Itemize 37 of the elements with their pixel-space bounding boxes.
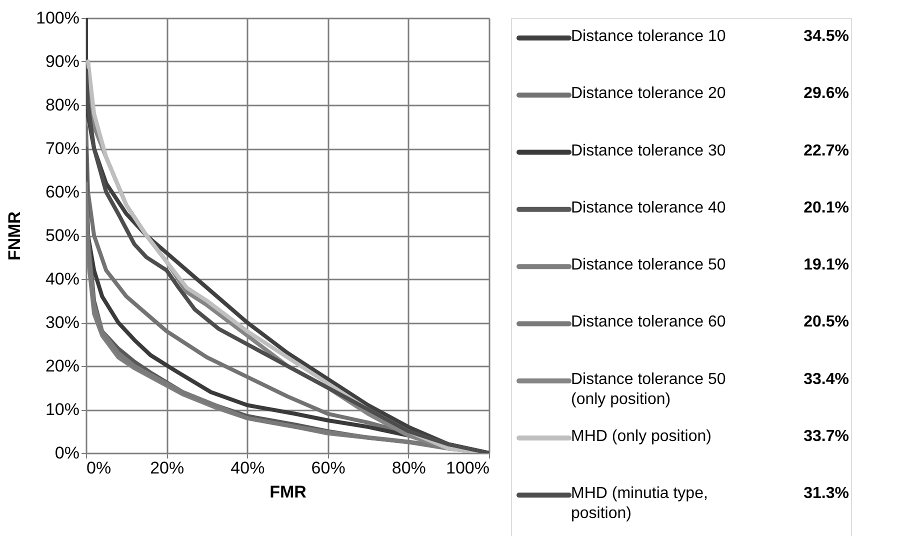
text: 20.5% [804, 314, 849, 331]
legend-label: Distance tolerance 40 [571, 199, 726, 216]
y-tick-label: 20% [45, 356, 80, 376]
x-tick-label: 40% [230, 458, 265, 478]
x-tick-label: 20% [150, 458, 184, 478]
text: 19.1% [804, 256, 849, 274]
legend-label: MHD (only position) [571, 428, 712, 445]
text: 31.3% [804, 485, 849, 502]
legend-label: Distance tolerance 30 [571, 142, 726, 160]
text: 33.7% [804, 428, 849, 445]
y-tick-label: 60% [45, 182, 80, 202]
text: 20.1% [804, 199, 849, 216]
legend-label: Distance tolerance 60 [571, 314, 726, 331]
y-tick-label: 0% [54, 444, 80, 462]
y-tick-label: 80% [45, 96, 80, 114]
y-tick-label: 100% [36, 8, 80, 28]
legend-label: MHD (minutia type, position) [571, 485, 708, 522]
y-tick-label: 50% [45, 226, 80, 245]
x-axis-title: FMR [270, 482, 306, 502]
y-axis-title: FNMR [5, 211, 24, 261]
x-tick-label: 0% [86, 458, 112, 478]
text: 33.4% [804, 370, 849, 388]
legend-label: Distance tolerance 50 (only position) [571, 370, 726, 408]
text: 22.7% [804, 142, 849, 160]
x-tick-label: 60% [311, 458, 346, 478]
x-tick-label: 100% [446, 458, 490, 478]
text: 34.5% [804, 28, 849, 45]
legend-label: Distance tolerance 20 [571, 85, 726, 102]
x-tick-label: 80% [392, 458, 426, 478]
y-tick-label: 30% [45, 313, 80, 332]
text: 29.6% [804, 85, 849, 102]
y-tick-label: 70% [45, 139, 80, 158]
y-tick-label: 40% [45, 270, 80, 288]
y-tick-label: 10% [45, 400, 80, 419]
y-tick-label: 90% [45, 52, 80, 71]
legend-label: Distance tolerance 10 [571, 28, 726, 45]
legend-label: Distance tolerance 50 [571, 256, 726, 274]
